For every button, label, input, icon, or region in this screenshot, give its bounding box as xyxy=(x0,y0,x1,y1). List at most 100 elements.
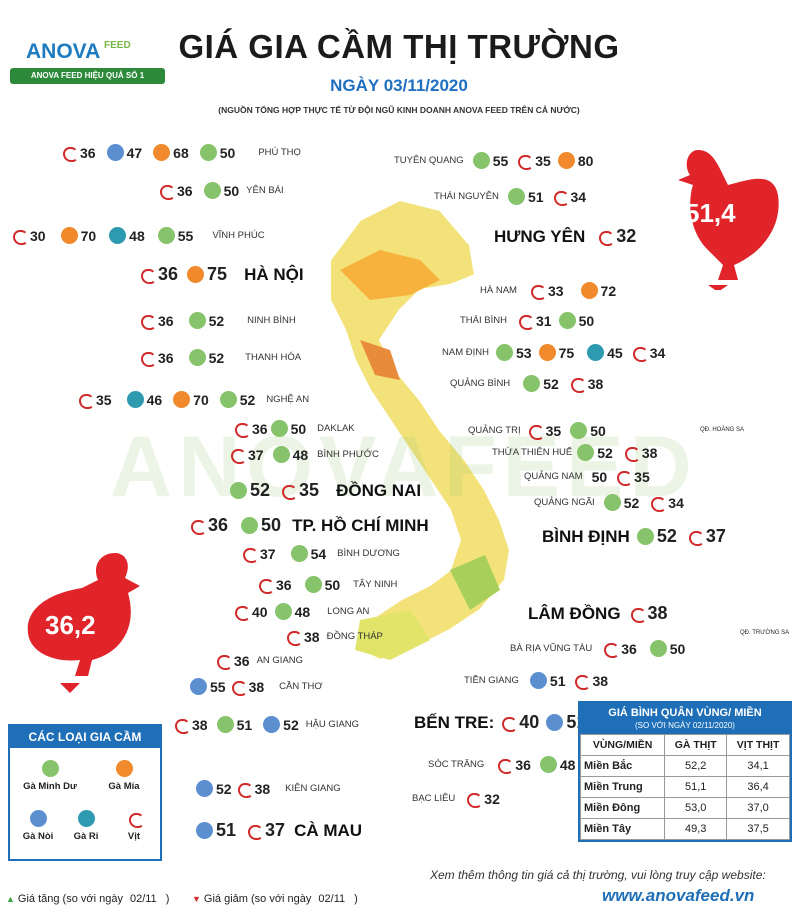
price-increase-legend: ▲ Giá tăng (so với ngày 02/11 ) xyxy=(6,893,169,905)
province-label: TUYÊN QUANG xyxy=(394,155,464,166)
hoang-sa-label: QĐ. HOÀNG SA xyxy=(700,427,745,433)
price: 37 xyxy=(705,526,726,546)
vietnam-map xyxy=(329,198,512,662)
duck-icon xyxy=(229,678,247,696)
ga-minh-du-icon xyxy=(270,420,288,437)
province-binh-dinh: BÌNH ĐỊNH 52 37 xyxy=(538,526,726,547)
duck-icon xyxy=(172,716,190,734)
province-label: ĐỒNG THÁP xyxy=(326,631,383,642)
average-table: VÙNG/MIỀN GÀ THỊT VỊT THỊT Miền Bắc 52,2… xyxy=(579,734,790,840)
down-triangle-icon: ▼ xyxy=(192,894,201,904)
price: 36 xyxy=(177,182,193,199)
ga-noi-icon xyxy=(106,144,124,161)
legend-item-vit: Vịt xyxy=(104,810,164,842)
province-label: BÌNH PHƯỚC xyxy=(317,449,379,460)
price: 52 xyxy=(208,349,225,366)
province-ha-noi: 36 75 HÀ NỘI xyxy=(138,264,304,285)
price: 52 xyxy=(656,526,677,546)
duck-icon xyxy=(10,227,28,245)
ga-noi-icon xyxy=(29,810,47,827)
price: 40 xyxy=(519,712,540,732)
table-row: Miền Tây 49,3 37,5 xyxy=(579,818,790,840)
province-thanh-hoa: 36 52 THANH HÓA xyxy=(138,349,301,367)
duck-icon xyxy=(228,446,246,464)
province-phu-tho: 36 47 68 50 PHÚ THỌ xyxy=(60,144,301,162)
province-label: BÀ RỊA VŨNG TÀU xyxy=(510,643,593,654)
province-label: THỪA THIÊN HUẾ xyxy=(492,447,573,458)
price: 37 xyxy=(260,545,276,562)
province-label: BÌNH DƯƠNG xyxy=(337,548,400,559)
ga-mia-icon xyxy=(557,152,575,169)
price: 75 xyxy=(207,264,228,284)
province-label: DAKLAK xyxy=(317,423,355,434)
price: 50 xyxy=(324,576,341,593)
province-label: LÂM ĐỒNG xyxy=(528,603,621,623)
region-cell: Miền Bắc xyxy=(579,755,666,777)
price: 80 xyxy=(577,152,594,169)
legend-item-ga-mia: Gà Mía xyxy=(94,760,154,792)
duck-icon xyxy=(499,714,518,732)
province-label: CÀ MAU xyxy=(294,820,363,840)
province-quang-nam: QUẢNG NAM 50 35 xyxy=(520,468,650,486)
province-label: THÁI NGUYÊN xyxy=(434,191,499,202)
price: 38 xyxy=(304,628,320,645)
price: 45 xyxy=(607,344,623,361)
province-long-an: 40 48 LONG AN xyxy=(232,603,369,621)
price: 48 xyxy=(292,446,309,463)
legend-label: Gà Nòi xyxy=(22,831,54,842)
province-label: SÓC TRĂNG xyxy=(428,759,485,770)
price: 36 xyxy=(158,312,174,329)
ga-minh-du-icon xyxy=(495,344,513,361)
duck-icon xyxy=(214,652,232,670)
duck-icon xyxy=(157,182,175,200)
duck-icon xyxy=(284,628,302,646)
province-tien-giang: TIỀN GIANG 51 38 xyxy=(460,672,608,690)
duck-icon xyxy=(240,545,258,563)
ga-mia-icon xyxy=(187,266,205,283)
price: 31 xyxy=(535,312,552,329)
province-hau-giang: 38 51 52 HẬU GIANG xyxy=(172,716,359,734)
province-label: NAM ĐỊNH xyxy=(442,347,489,358)
price: 52 xyxy=(597,444,613,461)
province-label: YÊN BÁI xyxy=(246,185,284,196)
region-cell: Miền Đông xyxy=(579,797,666,819)
province-tuyen-quang: TUYÊN QUANG 55 35 80 xyxy=(390,152,594,170)
price: 36 xyxy=(208,515,229,535)
website-link[interactable]: www.anovafeed.vn xyxy=(602,886,755,905)
duck-icon xyxy=(138,312,156,330)
price: 50 xyxy=(223,182,240,199)
province-lam-dong: LÂM ĐỒNG 38 xyxy=(524,603,668,624)
legend-item-ga-noi: Gà Nòi xyxy=(8,810,68,842)
duck-icon xyxy=(235,780,253,798)
price: 30 xyxy=(30,227,46,244)
chicken-icon xyxy=(678,150,779,290)
price: 35 xyxy=(299,480,320,500)
price: 75 xyxy=(558,344,575,361)
province-quang-tri: QUẢNG TRỊ 35 50 xyxy=(464,422,606,440)
province-label: TÂY NINH xyxy=(353,579,398,590)
price: 50 xyxy=(290,420,307,437)
ga-minh-du-icon xyxy=(199,144,217,161)
value-cell: 52,2 xyxy=(664,755,728,777)
value-cell: 37,5 xyxy=(726,818,790,840)
price: 37 xyxy=(248,446,264,463)
col-header: VỊT THỊT xyxy=(726,734,790,756)
price: 34 xyxy=(570,188,587,205)
region-cell: Miền Trung xyxy=(579,776,666,798)
price: 34 xyxy=(668,494,684,511)
province-binh-duong: 37 54 BÌNH DƯƠNG xyxy=(240,545,400,563)
page-title: GIÁ GIA CẦM THỊ TRƯỜNG xyxy=(178,28,620,65)
decrease-date: 02/11 xyxy=(318,893,346,905)
decrease-text: Giá giảm (so với ngày xyxy=(203,893,312,905)
duck-icon xyxy=(622,444,640,462)
value-cell: 51,1 xyxy=(664,776,728,798)
price: 36 xyxy=(276,576,292,593)
ga-minh-du-icon xyxy=(216,716,234,733)
price: 50 xyxy=(261,515,282,535)
price: 32 xyxy=(616,226,637,246)
close-paren: ) xyxy=(354,893,358,905)
province-dong-thap: 38 ĐỒNG THÁP xyxy=(284,628,383,646)
province-daklak: 36 50 DAKLAK xyxy=(232,420,355,438)
duck-icon xyxy=(464,790,483,808)
price: 38 xyxy=(248,678,265,695)
